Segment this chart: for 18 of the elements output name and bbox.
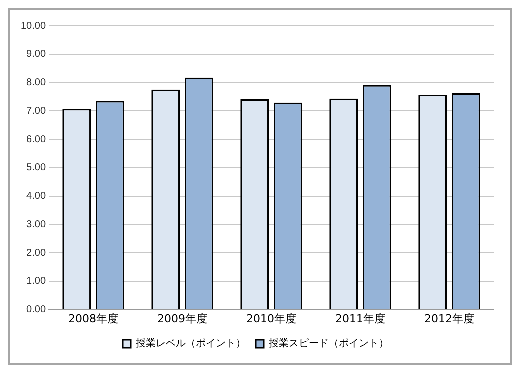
x-tick-label: 2011年度 xyxy=(336,312,386,326)
y-tick-label: 10.00 xyxy=(20,20,46,32)
y-tick-label: 5.00 xyxy=(26,162,46,174)
y-tick-label: 2.00 xyxy=(26,248,46,259)
y-tick-label: 3.00 xyxy=(26,219,46,230)
y-tick-label: 0.00 xyxy=(26,304,46,316)
y-tick-label: 4.00 xyxy=(26,191,46,202)
x-tick-label: 2010年度 xyxy=(246,312,297,326)
y-tick-label: 6.00 xyxy=(26,134,46,146)
x-tick-label: 2009年度 xyxy=(158,312,208,326)
y-tick-label: 1.00 xyxy=(26,276,46,288)
y-tick-label: 7.00 xyxy=(26,106,46,117)
legend-label: 授業レベル（ポイント） xyxy=(136,338,246,350)
x-tick-label: 2012年度 xyxy=(424,312,474,326)
y-tick-label: 9.00 xyxy=(26,49,46,60)
x-tick-label: 2008年度 xyxy=(68,312,119,326)
y-tick-label: 8.00 xyxy=(26,78,46,89)
legend-label: 授業スピード（ポイント） xyxy=(269,338,389,350)
